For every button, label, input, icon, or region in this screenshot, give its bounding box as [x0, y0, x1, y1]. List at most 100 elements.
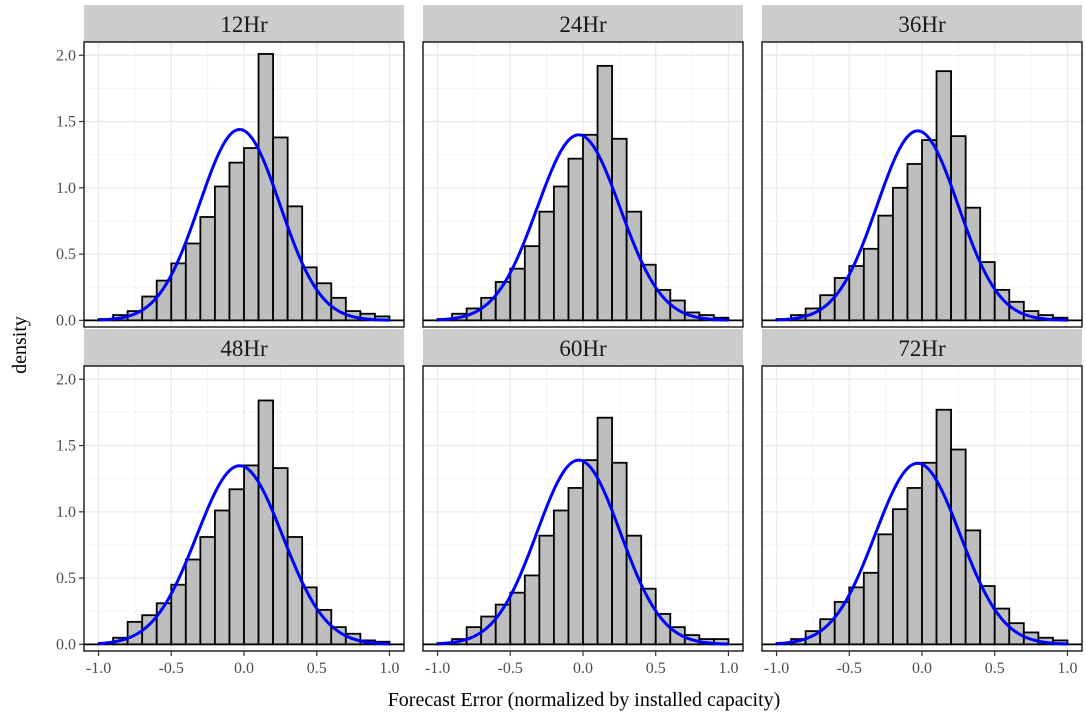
histogram-bar	[979, 261, 996, 322]
histogram-bar	[315, 282, 333, 322]
panel-border	[761, 41, 1083, 328]
histogram-bar	[214, 185, 231, 322]
x-tick-label: 0.0	[234, 660, 254, 677]
facet-strip	[423, 5, 743, 42]
histogram-bar	[906, 487, 923, 646]
x-tick-label: 0.0	[912, 660, 932, 677]
histogram-bar	[892, 508, 909, 646]
x-tick-label: 0.5	[985, 660, 1005, 677]
x-tick-label: -1.0	[86, 660, 111, 677]
x-tick-label: 0.5	[307, 660, 327, 677]
histogram-bar	[567, 487, 584, 646]
histogram-bar	[214, 509, 231, 646]
histogram-bar	[611, 137, 628, 322]
y-tick-label: 2.0	[56, 47, 76, 64]
y-tick-label: 1.5	[56, 438, 76, 455]
x-tick-label: -0.5	[159, 660, 184, 677]
histogram-bar	[509, 267, 526, 322]
facet-panel: 60Hr -1.0 -0.5 0.0 0.5 1.0	[422, 329, 744, 677]
histogram-bar	[228, 488, 245, 646]
histogram-bar	[538, 534, 555, 646]
facet-strip-label: 60Hr	[559, 336, 607, 361]
facet-strip-label: 36Hr	[898, 12, 946, 37]
histogram-bar	[155, 602, 173, 646]
histogram-bar	[935, 70, 952, 322]
histogram-bar	[286, 205, 304, 322]
y-tick-label: 2.0	[56, 371, 76, 388]
histogram-bar	[272, 467, 289, 646]
histogram-bar	[906, 163, 923, 322]
histogram-bar	[862, 571, 880, 646]
histogram-bar	[272, 136, 289, 322]
histogram-bar	[199, 536, 216, 646]
histogram-bar	[935, 408, 952, 646]
facet-panel: 12Hr 0.0 0.5 1.0 1.5 2.0	[56, 5, 405, 329]
histogram-bar	[523, 574, 541, 646]
facet-strip	[84, 329, 404, 366]
histogram-bar	[950, 135, 967, 322]
histogram-bar	[877, 533, 894, 646]
histogram-bar	[654, 288, 672, 322]
histogram-bar	[596, 416, 613, 646]
histogram-bar	[509, 591, 526, 646]
x-tick-label: 1.0	[379, 660, 399, 677]
x-tick-label: 0.0	[573, 660, 593, 677]
facet-strip	[84, 5, 404, 42]
x-tick-label: 1.0	[718, 660, 738, 677]
histogram-bar	[170, 583, 187, 646]
histogram-bar	[243, 464, 260, 646]
histogram-bar	[921, 461, 938, 646]
y-tick-label: 1.0	[56, 504, 76, 521]
y-tick-label: 0.5	[56, 246, 76, 263]
y-tick-label: 1.5	[56, 114, 76, 131]
normal-density-curve	[437, 133, 729, 322]
facet-panel: 24Hr	[422, 5, 744, 328]
y-tick-label: 0.0	[56, 312, 76, 329]
x-tick-label: 1.0	[1057, 660, 1077, 677]
histogram-bar	[877, 214, 894, 322]
histogram-bar	[523, 245, 541, 322]
histogram-bar	[184, 558, 202, 646]
normal-density-curve	[437, 458, 729, 646]
histogram-bar	[819, 618, 836, 646]
facet-panel: 48Hr 0.0 0.5 1.0 1.5 2.0 -1.0 -0.5 0.0 0.5 1.0	[56, 329, 405, 677]
facet-strip	[423, 329, 743, 366]
facet-strip	[762, 5, 1082, 42]
normal-density-curve	[98, 127, 390, 322]
x-tick-label: -1.0	[425, 660, 450, 677]
panel-border	[422, 41, 744, 328]
histogram-bar	[848, 265, 865, 322]
facet-panels: 12Hr 0.0 0.5 1.0 1.5 2.0 24Hr 36Hr 48Hr 0.0 0.5 1.0…	[56, 5, 1083, 677]
histogram-bar	[848, 586, 865, 646]
x-axis-label: Forecast Error (normalized by installed …	[388, 689, 781, 711]
panel-border	[83, 41, 405, 328]
histogram-bar	[184, 242, 202, 322]
facet-strip-label: 24Hr	[559, 12, 607, 37]
facet-strip-label: 48Hr	[220, 336, 268, 361]
histogram-bar	[257, 399, 274, 646]
histogram-bar	[553, 509, 570, 646]
histogram-bar	[257, 53, 274, 322]
histogram-bar	[330, 296, 347, 322]
y-tick-label: 1.0	[56, 180, 76, 197]
histogram-bar	[243, 147, 260, 322]
x-tick-label: -0.5	[837, 660, 862, 677]
x-tick-label: 0.5	[646, 660, 666, 677]
histogram-bar	[921, 139, 938, 322]
histogram-bar	[567, 157, 584, 322]
histogram-bar	[538, 210, 555, 322]
facet-panel: 72Hr -1.0 -0.5 0.0 0.5 1.0	[761, 329, 1083, 677]
histogram-bar	[862, 247, 880, 322]
histogram-bar	[596, 64, 613, 322]
histogram-bar	[892, 186, 909, 322]
histogram-bar	[553, 185, 570, 322]
y-tick-label: 0.0	[56, 636, 76, 653]
facet-strip	[762, 329, 1082, 366]
normal-density-curve	[776, 129, 1068, 322]
facet-strip-label: 12Hr	[220, 12, 268, 37]
facet-panel: 36Hr	[761, 5, 1083, 328]
histogram-bar	[582, 459, 599, 646]
histogram-bar	[199, 216, 216, 322]
histogram-bar	[964, 206, 982, 322]
